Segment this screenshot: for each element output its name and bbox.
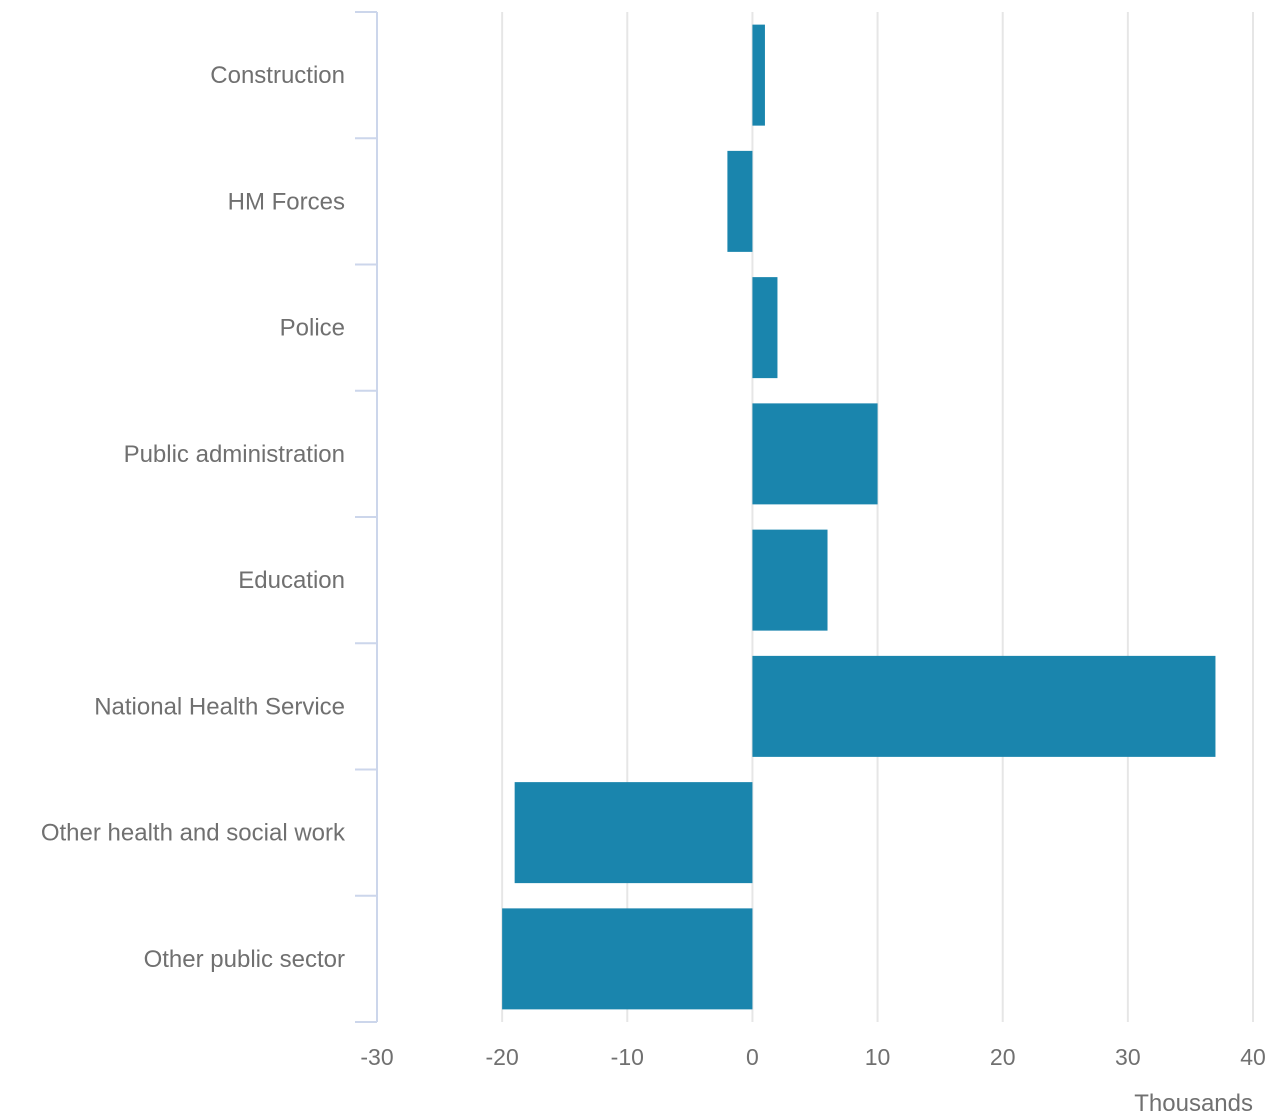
bar [752, 529, 828, 631]
bar [752, 403, 878, 505]
x-axis-unit-label: Thousands [1134, 1090, 1253, 1117]
category-label: Education [238, 567, 345, 594]
category-label: Other health and social work [41, 820, 346, 847]
x-tick-label: -20 [486, 1044, 519, 1070]
bar [727, 150, 753, 252]
category-label: Other public sector [144, 946, 345, 973]
x-tick-label: -10 [611, 1044, 644, 1070]
bars [502, 24, 1216, 1010]
category-axis: Construction HM Forces Police Public admini… [41, 11, 378, 1023]
category-label: Police [280, 315, 345, 342]
x-tick-label: 10 [865, 1044, 891, 1070]
bar [514, 782, 753, 884]
x-tick-label: -30 [360, 1044, 393, 1070]
x-tick-label: 0 [746, 1044, 759, 1070]
category-label: HM Forces [228, 188, 345, 215]
category-label: Public administration [124, 441, 345, 468]
bar [752, 277, 778, 379]
x-tick-label: 30 [1115, 1044, 1141, 1070]
bar [752, 655, 1216, 757]
x-tick-label: 20 [990, 1044, 1016, 1070]
x-tick-label: 40 [1240, 1044, 1266, 1070]
value-axis: -30 -20 -10 0 10 20 30 40 [360, 1044, 1265, 1070]
category-label: National Health Service [94, 693, 345, 720]
bar [752, 24, 765, 126]
bar [502, 908, 753, 1010]
category-label: Construction [210, 62, 345, 89]
